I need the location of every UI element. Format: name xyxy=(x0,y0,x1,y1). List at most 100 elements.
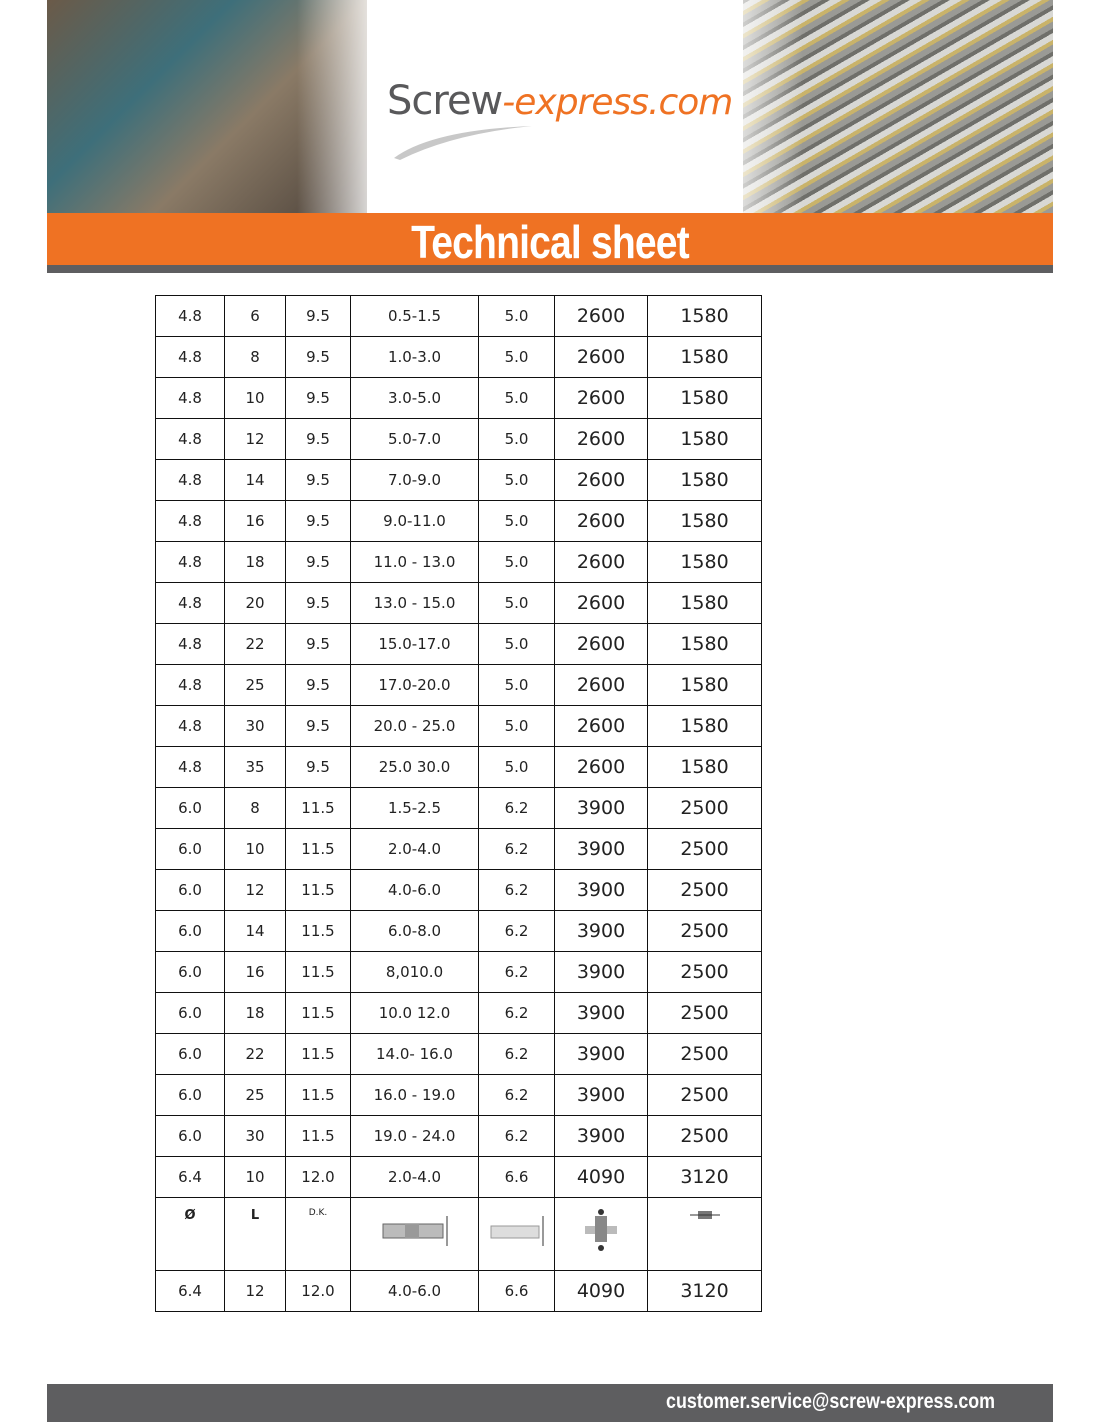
table-cell: 2500 xyxy=(647,910,762,952)
table-cell: 12 xyxy=(224,869,286,911)
table-cell: 0.5-1.5 xyxy=(350,295,479,337)
table-cell: 4090 xyxy=(554,1156,648,1198)
table-cell: 2600 xyxy=(554,705,648,747)
table-cell: 6.0 xyxy=(155,869,225,911)
table-row: 4.8 25 9.5 17.0-20.0 5.0 2600 1580 xyxy=(155,664,762,706)
table-row: 6.0 22 11.5 14.0- 16.0 6.2 3900 2500 xyxy=(155,1033,762,1075)
table-cell: 15.0-17.0 xyxy=(350,623,479,665)
table-cell: 11.5 xyxy=(285,787,351,829)
table-cell: 2600 xyxy=(554,623,648,665)
table-cell: 22 xyxy=(224,623,286,665)
table-row: 6.0 25 11.5 16.0 - 19.0 6.2 3900 2500 xyxy=(155,1074,762,1116)
table-cell: 2600 xyxy=(554,746,648,788)
table-cell: 12 xyxy=(224,1270,286,1312)
table-cell: 9.5 xyxy=(285,336,351,378)
table-cell: 6.0 xyxy=(155,828,225,870)
table-cell: 5.0 xyxy=(478,664,555,706)
table-cell: 1580 xyxy=(647,623,762,665)
table-cell: 2600 xyxy=(554,336,648,378)
table-row: 4.8 8 9.5 1.0-3.0 5.0 2600 1580 xyxy=(155,336,762,378)
table-cell: 11.5 xyxy=(285,1074,351,1116)
table-cell: 2500 xyxy=(647,1115,762,1157)
length-label: L xyxy=(224,1197,286,1271)
table-cell: 9.5 xyxy=(285,295,351,337)
table-cell: 11.0 - 13.0 xyxy=(350,541,479,583)
table-cell: 1.0-3.0 xyxy=(350,336,479,378)
table-cell: 4.0-6.0 xyxy=(350,1270,479,1312)
tensile-force-icon xyxy=(647,1197,762,1271)
table-cell: 6.2 xyxy=(478,869,555,911)
table-cell: 3120 xyxy=(647,1270,762,1312)
contact-email[interactable]: customer.service@screw-express.com xyxy=(666,1390,995,1413)
table-row: 4.8 35 9.5 25.0 30.0 5.0 2600 1580 xyxy=(155,746,762,788)
table-cell: 18 xyxy=(224,992,286,1034)
table-row: 4.8 14 9.5 7.0-9.0 5.0 2600 1580 xyxy=(155,459,762,501)
table-cell: 11.5 xyxy=(285,1115,351,1157)
table-cell: 4090 xyxy=(554,1270,648,1312)
table-cell: 2500 xyxy=(647,951,762,993)
table-cell: 35 xyxy=(224,746,286,788)
table-cell: 10 xyxy=(224,1156,286,1198)
table-row: 4.8 22 9.5 15.0-17.0 5.0 2600 1580 xyxy=(155,623,762,665)
hole-diameter-icon xyxy=(478,1197,555,1271)
table-cell: 4.8 xyxy=(155,418,225,460)
table-row: 6.0 14 11.5 6.0-8.0 6.2 3900 2500 xyxy=(155,910,762,952)
table-cell: 4.8 xyxy=(155,541,225,583)
table-cell: 6.2 xyxy=(478,951,555,993)
table-cell: 5.0 xyxy=(478,746,555,788)
clamping-range-icon xyxy=(350,1197,479,1271)
table-cell: 5.0 xyxy=(478,295,555,337)
table-cell: 1580 xyxy=(647,664,762,706)
table-cell: 17.0-20.0 xyxy=(350,664,479,706)
table-cell: 3900 xyxy=(554,828,648,870)
table-cell: 2.0-4.0 xyxy=(350,828,479,870)
table-cell: 3900 xyxy=(554,910,648,952)
table-cell: 18 xyxy=(224,541,286,583)
table-cell: 5.0 xyxy=(478,623,555,665)
table-cell: 12 xyxy=(224,418,286,460)
table-cell: 6 xyxy=(224,295,286,337)
table-cell: 3900 xyxy=(554,787,648,829)
table-cell: 6.4 xyxy=(155,1270,225,1312)
table-cell: 16 xyxy=(224,951,286,993)
table-cell: 9.0-11.0 xyxy=(350,500,479,542)
table-cell: 1580 xyxy=(647,336,762,378)
table-row: 4.8 16 9.5 9.0-11.0 5.0 2600 1580 xyxy=(155,500,762,542)
table-cell: 3900 xyxy=(554,869,648,911)
divider xyxy=(47,265,1053,273)
table-cell: 20.0 - 25.0 xyxy=(350,705,479,747)
table-row: 6.0 16 11.5 8,010.0 6.2 3900 2500 xyxy=(155,951,762,993)
table-cell: 11.5 xyxy=(285,1033,351,1075)
table-cell: 5.0 xyxy=(478,418,555,460)
table-cell: 2500 xyxy=(647,828,762,870)
table-cell: 5.0-7.0 xyxy=(350,418,479,460)
table-cell: 20 xyxy=(224,582,286,624)
table-cell: 9.5 xyxy=(285,705,351,747)
table-cell: 1580 xyxy=(647,459,762,501)
table-cell: 9.5 xyxy=(285,500,351,542)
table-cell: 2500 xyxy=(647,787,762,829)
table-row: 6.0 30 11.5 19.0 - 24.0 6.2 3900 2500 xyxy=(155,1115,762,1157)
table-cell: 4.8 xyxy=(155,336,225,378)
table-row: 4.8 30 9.5 20.0 - 25.0 5.0 2600 1580 xyxy=(155,705,762,747)
table-cell: 8 xyxy=(224,787,286,829)
table-cell: 1580 xyxy=(647,418,762,460)
table-cell: 9.5 xyxy=(285,623,351,665)
table-row: 4.8 12 9.5 5.0-7.0 5.0 2600 1580 xyxy=(155,418,762,460)
table-cell: 6.6 xyxy=(478,1156,555,1198)
table-cell: 6.0 xyxy=(155,910,225,952)
table-cell: 12.0 xyxy=(285,1270,351,1312)
table-cell: 8 xyxy=(224,336,286,378)
table-cell: 6.6 xyxy=(478,1270,555,1312)
table-cell: 9.5 xyxy=(285,582,351,624)
table-cell: 11.5 xyxy=(285,951,351,993)
table-cell: 25 xyxy=(224,664,286,706)
table-cell: 11.5 xyxy=(285,828,351,870)
table-cell: 2500 xyxy=(647,1033,762,1075)
table-cell: 16.0 - 19.0 xyxy=(350,1074,479,1116)
title-band: Technical sheet xyxy=(47,213,1053,268)
table-cell: 1580 xyxy=(647,541,762,583)
table-cell: 30 xyxy=(224,1115,286,1157)
table-cell: 10 xyxy=(224,377,286,419)
table-cell: 6.2 xyxy=(478,1033,555,1075)
